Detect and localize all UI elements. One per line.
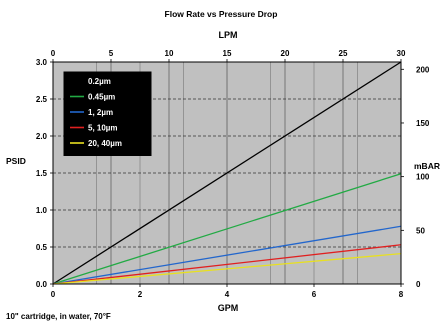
- x-top-tick-label: 10: [165, 49, 174, 58]
- legend-label-0: 0.2µm: [88, 77, 111, 86]
- y-right-axis-label: mBAR: [414, 161, 440, 171]
- chart-title: Flow Rate vs Pressure Drop: [165, 9, 278, 19]
- series-line-3: [52, 244, 402, 285]
- legend-label-3: 5, 10µm: [88, 124, 118, 133]
- y-left-tick-label: 3.0: [36, 58, 48, 67]
- legend-box: [63, 71, 152, 156]
- chart-footnote: 10" cartridge, in water, 70°F: [6, 312, 111, 321]
- y-left-axis-label: PSID: [6, 156, 26, 166]
- x-bottom-tick-label: 8: [399, 290, 404, 299]
- y-right-tick-label: 100: [416, 173, 430, 182]
- x-bottom-tick-label: 6: [312, 290, 317, 299]
- y-left-tick-label: 1.0: [36, 206, 48, 215]
- x-top-tick-label: 20: [281, 49, 290, 58]
- x-top-axis-label: LPM: [219, 30, 238, 40]
- series-line-4: [52, 253, 402, 285]
- legend-label-4: 20, 40µm: [88, 139, 122, 148]
- x-bottom-axis-label: GPM: [218, 303, 239, 313]
- y-left-tick-label: 0.0: [36, 280, 48, 289]
- tick-labels: 0 2 4 6 80 5 10 15 20 25 300.00.51.01.52.02.53.005…: [36, 49, 430, 299]
- series-line-2: [52, 225, 402, 285]
- x-bottom-tick-label: 0: [51, 290, 56, 299]
- x-bottom-tick-label: 2: [138, 290, 143, 299]
- y-left-tick-label: 0.5: [36, 243, 48, 252]
- legend: 0.2µm 0.45µm 1, 2µm 5, 10µm 20, 40µm: [63, 71, 152, 156]
- y-left-tick-label: 2.5: [36, 95, 48, 104]
- y-right-tick-label: 200: [416, 65, 430, 74]
- series-line-0: [52, 61, 402, 285]
- y-right-tick-label: 50: [416, 226, 425, 235]
- x-top-tick-label: 25: [339, 49, 348, 58]
- x-top-tick-label: 30: [397, 49, 406, 58]
- series-line-1: [52, 173, 402, 285]
- y-left-tick-label: 1.5: [36, 169, 48, 178]
- y-right-tick-label: 0: [416, 280, 421, 289]
- x-top-tick-label: 5: [109, 49, 114, 58]
- x-top-tick-label: 15: [223, 49, 232, 58]
- legend-label-2: 1, 2µm: [88, 108, 113, 117]
- y-right-tick-label: 150: [416, 119, 430, 128]
- x-top-tick-label: 0: [51, 49, 56, 58]
- legend-label-1: 0.45µm: [88, 93, 115, 102]
- x-bottom-tick-label: 4: [225, 290, 230, 299]
- y-left-tick-label: 2.0: [36, 132, 48, 141]
